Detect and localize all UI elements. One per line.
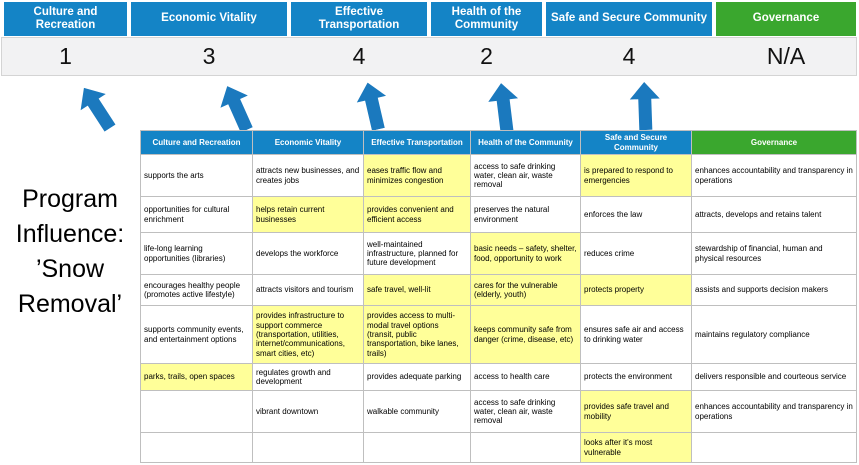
matrix-cell: provides safe travel and mobility [580,390,692,434]
up-arrow-icon [488,83,519,132]
matrix-cell: attracts new businesses, and creates job… [252,154,364,198]
matrix-cell: enforces the law [580,196,692,234]
matrix-cell: life-long learning opportunities (librar… [140,232,253,276]
matrix-cell: provides infrastructure to support comme… [252,305,364,365]
matrix-cell: develops the workforce [252,232,364,276]
matrix-cell: attracts visitors and tourism [252,274,364,307]
up-arrow-icon [220,86,253,133]
matrix-row: supports the arts attracts new businesses… [140,154,857,198]
matrix-cell: encourages healthy people (promotes acti… [140,274,253,307]
score-safe-and-secure-community: 4 [622,43,636,69]
matrix-cell: access to safe drinking water, clean air… [470,390,581,434]
matrix-column-header-safe-and-secure-community: Safe and Secure Community [580,129,692,156]
matrix-cell [252,432,364,464]
matrix-row: opportunities for cultural enrichment hel… [140,196,857,234]
matrix-cell: assists and supports decision makers [691,274,857,307]
matrix-column-header-effective-transportation: Effective Transportation [363,129,471,156]
matrix-cell: provides adequate parking [363,363,471,392]
matrix-cell: preserves the natural environment [470,196,581,234]
score-economic-vitality: 3 [202,43,216,69]
matrix-cell: basic needs – safety, shelter, food, opp… [470,232,581,276]
score-culture-and-recreation: 1 [59,43,72,69]
program-line: Program [22,185,118,213]
up-arrow-icon [356,82,387,131]
matrix-cell: vibrant downtown [252,390,364,434]
matrix-row: vibrant downtown walkable community access… [140,390,857,434]
influence-matrix: Culture and Recreation Economic Vitality… [140,129,857,464]
matrix-cell: enhances accountability and transparency… [691,154,857,198]
matrix-row: encourages healthy people (promotes acti… [140,274,857,307]
matrix-row: supports community events, and entertain… [140,305,857,365]
program-line: ’Snow [35,255,105,283]
score-band [1,37,857,76]
matrix-cell: reduces crime [580,232,692,276]
score-effective-transportation: 4 [352,43,366,69]
up-arrow-icon [629,82,660,131]
program-line: Influence: [15,220,125,248]
category-header-governance: Governance [716,2,856,36]
matrix-cell: safe travel, well-lit [363,274,471,307]
category-header-health-of-the-community: Health of the Community [431,2,542,36]
matrix-cell: maintains regulatory compliance [691,305,857,365]
matrix-cell: opportunities for cultural enrichment [140,196,253,234]
matrix-column-header-economic-vitality: Economic Vitality [252,129,364,156]
matrix-column-header-culture-and-recreation: Culture and Recreation [140,129,253,156]
matrix-column-header-health-of-the-community: Health of the Community [470,129,581,156]
matrix-cell: stewardship of financial, human and phys… [691,232,857,276]
matrix-cell: eases traffic flow and minimizes congest… [363,154,471,198]
matrix-cell [140,432,253,464]
score-governance: N/A [766,43,806,69]
matrix-row: looks after it's most vulnerable [140,432,857,464]
matrix-cell: access to health care [470,363,581,392]
matrix-cell: keeps community safe from danger (crime,… [470,305,581,365]
matrix-cell: helps retain current businesses [252,196,364,234]
matrix-cell: supports community events, and entertain… [140,305,253,365]
matrix-cell: protects property [580,274,692,307]
category-header-safe-and-secure-community: Safe and Secure Community [546,2,712,36]
matrix-cell: walkable community [363,390,471,434]
influence-matrix-body: supports the arts attracts new businesses… [140,154,857,464]
program-line: Removal’ [17,290,123,318]
matrix-cell: enhances accountability and transparency… [691,390,857,434]
matrix-cell: attracts, develops and retains talent [691,196,857,234]
matrix-cell: delivers responsible and courteous servi… [691,363,857,392]
matrix-cell [363,432,471,464]
matrix-cell [470,432,581,464]
matrix-cell: access to safe drinking water, clean air… [470,154,581,198]
matrix-cell: provides convenient and efficient access [363,196,471,234]
matrix-cell: regulates growth and development [252,363,364,392]
matrix-cell: ensures safe air and access to drinking … [580,305,692,365]
matrix-header-row: Culture and Recreation Economic Vitality… [140,129,857,156]
matrix-row: life-long learning opportunities (librar… [140,232,857,276]
category-header-effective-transportation: Effective Transportation [291,2,427,36]
category-header-culture-and-recreation: Culture and Recreation [4,2,127,36]
up-arrow-icon [80,87,116,132]
matrix-cell: parks, trails, open spaces [140,363,253,392]
matrix-cell: provides access to multi-modal travel op… [363,305,471,365]
matrix-column-header-governance: Governance [691,129,857,156]
matrix-cell: looks after it's most vulnerable [580,432,692,464]
matrix-cell [140,390,253,434]
matrix-cell: protects the environment [580,363,692,392]
category-header-economic-vitality: Economic Vitality [131,2,287,36]
matrix-cell: well-maintained infrastructure, planned … [363,232,471,276]
matrix-cell: supports the arts [140,154,253,198]
score-health-of-the-community: 2 [480,43,493,69]
matrix-cell: is prepared to respond to emergencies [580,154,692,198]
matrix-row: parks, trails, open spaces regulates grow… [140,363,857,392]
matrix-cell: cares for the vulnerable (elderly, youth… [470,274,581,307]
program-influence-label: Program Influence: ’Snow Removal’ [0,182,140,322]
matrix-cell [691,432,857,464]
